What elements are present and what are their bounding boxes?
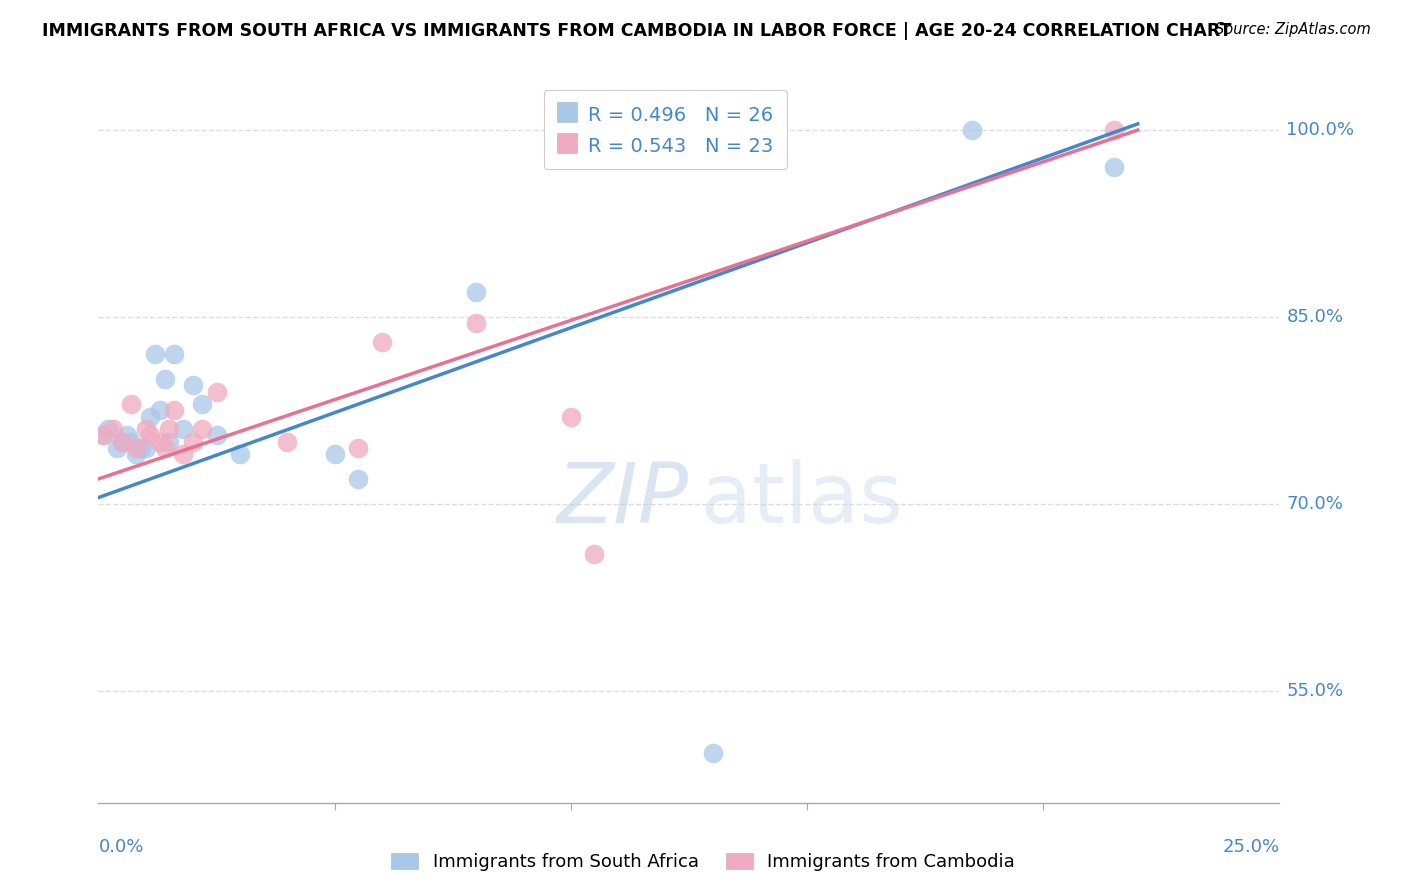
Point bbox=[143, 347, 166, 361]
Point bbox=[111, 434, 134, 449]
Point bbox=[205, 384, 228, 399]
Point bbox=[97, 422, 120, 436]
Point bbox=[560, 409, 582, 424]
Point bbox=[347, 441, 370, 455]
Legend: Immigrants from South Africa, Immigrants from Cambodia: Immigrants from South Africa, Immigrants… bbox=[384, 846, 1022, 879]
Text: ZIP: ZIP bbox=[557, 458, 689, 540]
Point bbox=[323, 447, 346, 461]
Point bbox=[276, 434, 298, 449]
Point bbox=[163, 347, 186, 361]
Point bbox=[157, 434, 180, 449]
Point bbox=[115, 428, 138, 442]
Point bbox=[149, 403, 172, 417]
Text: 70.0%: 70.0% bbox=[1286, 495, 1343, 513]
Point bbox=[172, 447, 194, 461]
Text: 55.0%: 55.0% bbox=[1286, 681, 1344, 699]
Point bbox=[121, 434, 143, 449]
Text: 100.0%: 100.0% bbox=[1286, 121, 1354, 139]
Point bbox=[135, 441, 157, 455]
Point bbox=[129, 441, 152, 455]
Point bbox=[105, 441, 128, 455]
Point bbox=[125, 447, 148, 461]
Point bbox=[465, 316, 488, 330]
Point bbox=[702, 746, 724, 760]
Point bbox=[101, 422, 124, 436]
Point bbox=[91, 428, 114, 442]
Point bbox=[135, 422, 157, 436]
Point bbox=[205, 428, 228, 442]
Text: IMMIGRANTS FROM SOUTH AFRICA VS IMMIGRANTS FROM CAMBODIA IN LABOR FORCE | AGE 20: IMMIGRANTS FROM SOUTH AFRICA VS IMMIGRAN… bbox=[42, 22, 1232, 40]
Point bbox=[181, 378, 204, 392]
Point bbox=[149, 434, 172, 449]
Point bbox=[583, 547, 606, 561]
Legend: R = 0.496   N = 26, R = 0.543   N = 23: R = 0.496 N = 26, R = 0.543 N = 23 bbox=[544, 90, 787, 169]
Point bbox=[229, 447, 252, 461]
Point bbox=[157, 422, 180, 436]
Text: 0.0%: 0.0% bbox=[98, 838, 143, 855]
Point bbox=[1102, 123, 1125, 137]
Point bbox=[139, 409, 162, 424]
Point bbox=[111, 434, 134, 449]
Text: atlas: atlas bbox=[700, 458, 903, 540]
Point bbox=[163, 403, 186, 417]
Point bbox=[153, 372, 176, 386]
Point bbox=[465, 285, 488, 299]
Text: Source: ZipAtlas.com: Source: ZipAtlas.com bbox=[1215, 22, 1371, 37]
Point bbox=[153, 441, 176, 455]
Point bbox=[125, 441, 148, 455]
Text: 85.0%: 85.0% bbox=[1286, 308, 1344, 326]
Point bbox=[347, 472, 370, 486]
Point bbox=[121, 397, 143, 411]
Point bbox=[91, 428, 114, 442]
Point bbox=[371, 334, 394, 349]
Point bbox=[1102, 161, 1125, 175]
Point bbox=[191, 397, 214, 411]
Point bbox=[191, 422, 214, 436]
Point bbox=[181, 434, 204, 449]
Point bbox=[139, 428, 162, 442]
Point bbox=[962, 123, 984, 137]
Point bbox=[172, 422, 194, 436]
Text: 25.0%: 25.0% bbox=[1222, 838, 1279, 855]
